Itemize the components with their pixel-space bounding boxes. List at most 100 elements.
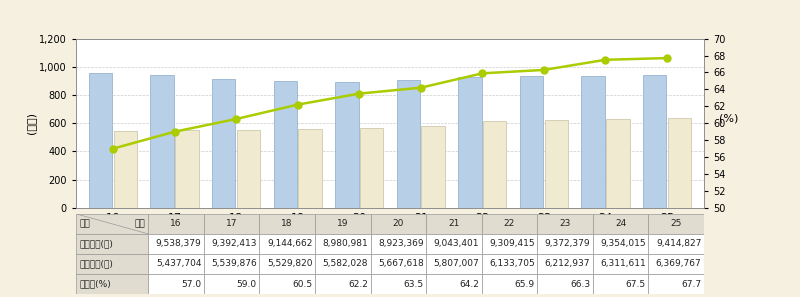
Bar bbox=[545, 120, 568, 208]
Bar bbox=[212, 79, 235, 208]
Y-axis label: (%): (%) bbox=[718, 113, 738, 123]
Bar bbox=[298, 129, 322, 208]
Text: 5,667,618: 5,667,618 bbox=[378, 260, 423, 268]
FancyBboxPatch shape bbox=[538, 254, 593, 274]
Bar bbox=[606, 119, 630, 208]
Text: 19: 19 bbox=[337, 219, 349, 228]
FancyBboxPatch shape bbox=[426, 234, 482, 254]
Text: 21: 21 bbox=[448, 219, 459, 228]
Text: 5,437,704: 5,437,704 bbox=[156, 260, 202, 268]
Text: 18: 18 bbox=[282, 219, 293, 228]
Text: 23: 23 bbox=[559, 219, 570, 228]
Bar bbox=[89, 73, 112, 208]
Text: 59.0: 59.0 bbox=[237, 279, 257, 288]
FancyBboxPatch shape bbox=[315, 274, 370, 294]
Text: 57.0: 57.0 bbox=[181, 279, 202, 288]
FancyBboxPatch shape bbox=[148, 274, 204, 294]
FancyBboxPatch shape bbox=[426, 214, 482, 234]
Bar bbox=[360, 128, 383, 208]
Text: 6,311,611: 6,311,611 bbox=[600, 260, 646, 268]
Y-axis label: (万件): (万件) bbox=[26, 112, 37, 134]
Text: 5,529,820: 5,529,820 bbox=[267, 260, 313, 268]
FancyBboxPatch shape bbox=[482, 254, 538, 274]
Text: 区分: 区分 bbox=[79, 219, 90, 228]
FancyBboxPatch shape bbox=[370, 274, 426, 294]
FancyBboxPatch shape bbox=[649, 234, 704, 254]
FancyBboxPatch shape bbox=[482, 274, 538, 294]
FancyBboxPatch shape bbox=[426, 254, 482, 274]
FancyBboxPatch shape bbox=[538, 214, 593, 234]
FancyBboxPatch shape bbox=[148, 234, 204, 254]
FancyBboxPatch shape bbox=[76, 254, 148, 274]
Bar bbox=[643, 75, 666, 208]
FancyBboxPatch shape bbox=[204, 234, 259, 254]
Text: 20: 20 bbox=[393, 219, 404, 228]
Bar bbox=[237, 130, 260, 208]
FancyBboxPatch shape bbox=[649, 254, 704, 274]
FancyBboxPatch shape bbox=[259, 254, 315, 274]
FancyBboxPatch shape bbox=[593, 234, 649, 254]
FancyBboxPatch shape bbox=[148, 214, 204, 234]
Bar bbox=[668, 118, 691, 208]
Text: 9,144,662: 9,144,662 bbox=[267, 239, 313, 248]
FancyBboxPatch shape bbox=[370, 234, 426, 254]
Bar bbox=[335, 82, 358, 208]
FancyBboxPatch shape bbox=[259, 274, 315, 294]
Text: 62.2: 62.2 bbox=[348, 279, 368, 288]
Text: 9,538,379: 9,538,379 bbox=[155, 239, 202, 248]
FancyBboxPatch shape bbox=[259, 214, 315, 234]
FancyBboxPatch shape bbox=[482, 234, 538, 254]
Text: 9,414,827: 9,414,827 bbox=[656, 239, 702, 248]
FancyBboxPatch shape bbox=[593, 274, 649, 294]
Text: 66.3: 66.3 bbox=[570, 279, 590, 288]
Text: 63.5: 63.5 bbox=[403, 279, 423, 288]
Bar bbox=[458, 77, 482, 208]
FancyBboxPatch shape bbox=[204, 254, 259, 274]
FancyBboxPatch shape bbox=[482, 214, 538, 234]
Text: 64.2: 64.2 bbox=[459, 279, 479, 288]
Bar bbox=[274, 81, 297, 208]
Text: 5,582,028: 5,582,028 bbox=[322, 260, 368, 268]
FancyBboxPatch shape bbox=[315, 254, 370, 274]
Text: 8,980,981: 8,980,981 bbox=[322, 239, 368, 248]
Bar bbox=[422, 126, 445, 208]
Text: 67.5: 67.5 bbox=[626, 279, 646, 288]
FancyBboxPatch shape bbox=[315, 234, 370, 254]
FancyBboxPatch shape bbox=[649, 214, 704, 234]
Bar bbox=[397, 80, 420, 208]
Text: 25: 25 bbox=[670, 219, 682, 228]
FancyBboxPatch shape bbox=[76, 214, 148, 234]
FancyBboxPatch shape bbox=[649, 274, 704, 294]
Text: 9,309,415: 9,309,415 bbox=[489, 239, 534, 248]
Text: 6,212,937: 6,212,937 bbox=[545, 260, 590, 268]
Bar bbox=[483, 121, 506, 208]
FancyBboxPatch shape bbox=[538, 234, 593, 254]
Text: 24: 24 bbox=[615, 219, 626, 228]
Bar bbox=[520, 76, 543, 208]
FancyBboxPatch shape bbox=[76, 234, 148, 254]
Text: 22: 22 bbox=[504, 219, 515, 228]
Text: 9,043,401: 9,043,401 bbox=[434, 239, 479, 248]
Bar bbox=[150, 75, 174, 208]
FancyBboxPatch shape bbox=[593, 214, 649, 234]
FancyBboxPatch shape bbox=[204, 214, 259, 234]
Text: 6,133,705: 6,133,705 bbox=[489, 260, 534, 268]
FancyBboxPatch shape bbox=[259, 234, 315, 254]
Text: 8,923,369: 8,923,369 bbox=[378, 239, 423, 248]
Bar bbox=[114, 131, 137, 208]
Text: 5,539,876: 5,539,876 bbox=[211, 260, 257, 268]
Text: 60.5: 60.5 bbox=[292, 279, 313, 288]
Text: 構成比(%): 構成比(%) bbox=[79, 279, 111, 288]
Text: 16: 16 bbox=[170, 219, 182, 228]
Bar bbox=[582, 76, 605, 208]
Text: 67.7: 67.7 bbox=[682, 279, 702, 288]
Text: 年次: 年次 bbox=[134, 219, 145, 228]
FancyBboxPatch shape bbox=[426, 274, 482, 294]
FancyBboxPatch shape bbox=[148, 254, 204, 274]
Text: 9,392,413: 9,392,413 bbox=[211, 239, 257, 248]
Text: 5,807,007: 5,807,007 bbox=[434, 260, 479, 268]
FancyBboxPatch shape bbox=[593, 254, 649, 274]
Text: 通報件数(件): 通報件数(件) bbox=[79, 239, 113, 248]
FancyBboxPatch shape bbox=[370, 254, 426, 274]
Text: 9,372,379: 9,372,379 bbox=[545, 239, 590, 248]
